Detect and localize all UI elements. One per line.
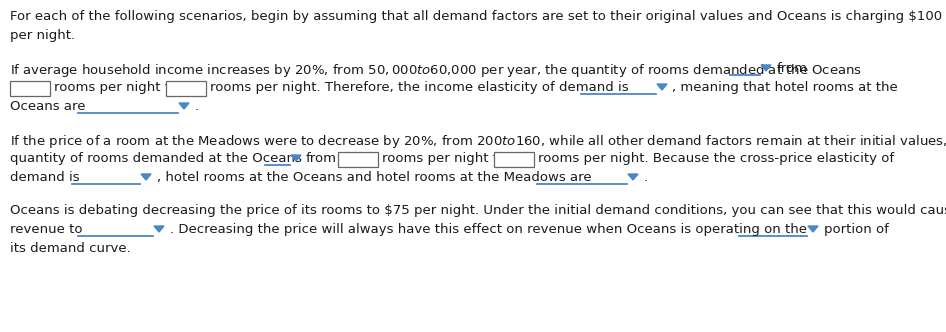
Text: Oceans are: Oceans are xyxy=(10,100,85,113)
Polygon shape xyxy=(628,174,638,180)
Text: its demand curve.: its demand curve. xyxy=(10,242,131,255)
Bar xyxy=(166,81,206,96)
Text: portion of: portion of xyxy=(824,223,889,236)
Text: demand is: demand is xyxy=(10,171,79,184)
Text: revenue to: revenue to xyxy=(10,223,82,236)
Text: per night.: per night. xyxy=(10,29,75,42)
Text: .: . xyxy=(644,171,648,184)
Polygon shape xyxy=(657,84,667,90)
Bar xyxy=(10,81,50,96)
Text: rooms per night. Therefore, the income elasticity of demand is: rooms per night. Therefore, the income e… xyxy=(210,81,629,94)
Polygon shape xyxy=(179,103,189,109)
Text: If average household income increases by 20%, from $50,000 to $60,000 per year, : If average household income increases by… xyxy=(10,62,862,79)
Text: from: from xyxy=(777,62,808,75)
Text: For each of the following scenarios, begin by assuming that all demand factors a: For each of the following scenarios, beg… xyxy=(10,10,946,23)
Polygon shape xyxy=(761,65,771,71)
Bar xyxy=(494,152,534,167)
Text: rooms per night. Because the cross-price elasticity of: rooms per night. Because the cross-price… xyxy=(538,152,894,165)
Text: rooms per night to: rooms per night to xyxy=(54,81,178,94)
Text: , hotel rooms at the Oceans and hotel rooms at the Meadows are: , hotel rooms at the Oceans and hotel ro… xyxy=(157,171,591,184)
Text: If the price of a room at the Meadows were to decrease by 20%, from $200 to $160: If the price of a room at the Meadows we… xyxy=(10,133,946,150)
Text: . Decreasing the price will always have this effect on revenue when Oceans is op: . Decreasing the price will always have … xyxy=(170,223,807,236)
Polygon shape xyxy=(291,155,301,161)
Bar xyxy=(338,152,378,167)
Text: rooms per night to: rooms per night to xyxy=(382,152,506,165)
Text: Oceans is debating decreasing the price of its rooms to $75 per night. Under the: Oceans is debating decreasing the price … xyxy=(10,204,946,217)
Polygon shape xyxy=(808,226,818,232)
Text: from: from xyxy=(306,152,337,165)
Text: , meaning that hotel rooms at the: , meaning that hotel rooms at the xyxy=(672,81,898,94)
Text: .: . xyxy=(195,100,199,113)
Text: quantity of rooms demanded at the Oceans: quantity of rooms demanded at the Oceans xyxy=(10,152,302,165)
Polygon shape xyxy=(154,226,164,232)
Polygon shape xyxy=(141,174,151,180)
